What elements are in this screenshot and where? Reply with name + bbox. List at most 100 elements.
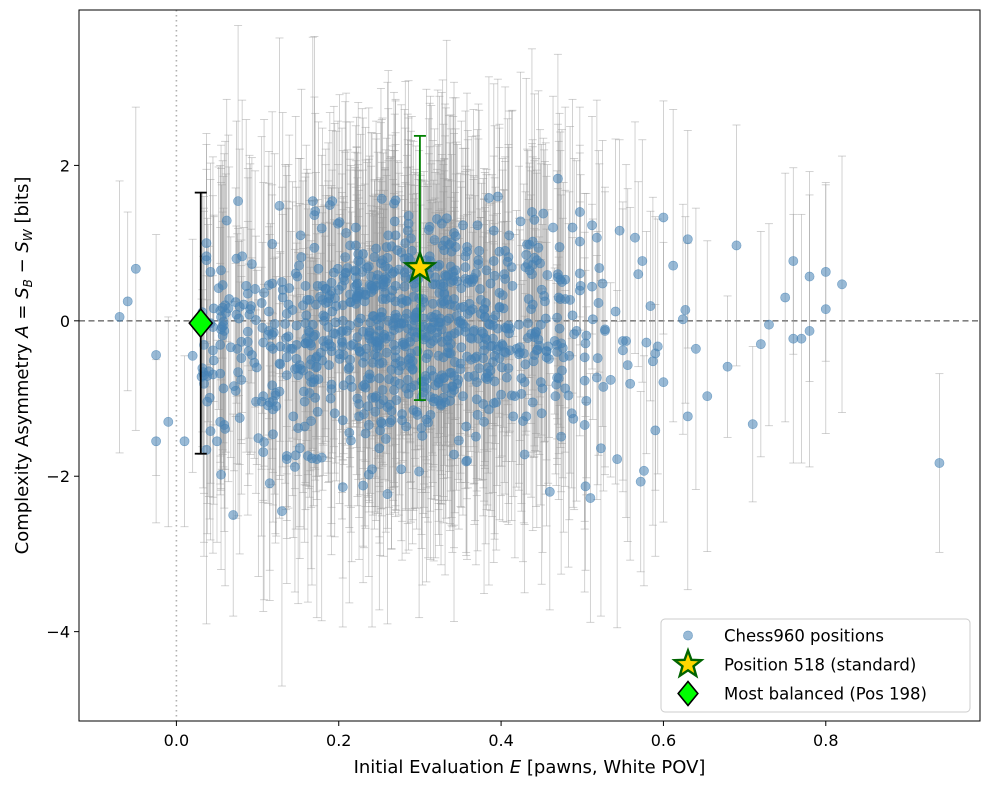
data-point <box>326 384 337 395</box>
data-point <box>274 200 285 211</box>
data-point <box>658 377 669 388</box>
data-point <box>300 280 311 291</box>
data-point <box>567 222 578 233</box>
data-point <box>500 245 511 256</box>
data-point <box>488 357 498 367</box>
data-point <box>515 216 526 227</box>
data-point <box>383 230 394 241</box>
data-point <box>450 231 461 242</box>
data-point <box>223 303 234 314</box>
x-tick-label: 0.0 <box>164 731 189 750</box>
data-point <box>381 347 392 358</box>
data-point <box>581 330 592 341</box>
data-point <box>489 376 500 387</box>
data-point <box>531 255 542 266</box>
x-axis-title: Initial Evaluation E [pawns, White POV] <box>354 757 706 778</box>
data-point <box>345 374 356 385</box>
data-point <box>204 392 215 403</box>
data-point <box>263 400 274 411</box>
data-point <box>497 290 508 301</box>
data-point <box>246 350 257 360</box>
data-point <box>358 480 368 491</box>
data-point <box>208 303 219 314</box>
data-point <box>324 360 334 371</box>
data-point <box>380 434 391 444</box>
data-point <box>501 347 511 358</box>
data-point <box>526 329 537 339</box>
data-point <box>403 388 414 399</box>
data-point <box>481 265 492 276</box>
highlight-marks <box>188 134 438 455</box>
data-point <box>234 413 245 423</box>
data-point <box>796 333 807 344</box>
data-point <box>610 306 621 317</box>
data-point <box>574 236 585 247</box>
legend-label: Chess960 positions <box>724 627 884 646</box>
data-point <box>242 336 253 347</box>
data-point <box>264 306 274 317</box>
data-point <box>387 285 398 296</box>
x-axis: 0.0 0.2 0.4 0.6 0.8 <box>164 721 839 750</box>
legend-marker-diamond <box>677 680 699 707</box>
data-point <box>258 337 269 348</box>
data-point <box>466 354 476 365</box>
data-point <box>804 271 815 282</box>
data-point <box>267 238 278 249</box>
data-point <box>187 350 198 361</box>
data-point <box>433 378 444 388</box>
data-point <box>473 255 484 266</box>
data-point <box>334 217 345 228</box>
data-point <box>384 417 395 428</box>
data-point <box>553 173 563 184</box>
data-point <box>605 374 616 385</box>
data-point <box>228 510 239 520</box>
data-point <box>389 340 399 350</box>
data-point <box>312 406 323 417</box>
data-point <box>522 318 533 329</box>
data-point <box>614 225 625 236</box>
data-point <box>472 409 483 420</box>
data-point <box>402 296 412 307</box>
data-point <box>371 273 382 284</box>
data-point <box>400 272 411 283</box>
data-point <box>333 284 344 295</box>
data-point <box>179 436 190 447</box>
data-point <box>401 421 412 432</box>
data-point <box>212 436 222 447</box>
data-point <box>323 297 334 308</box>
data-point <box>220 423 231 434</box>
data-point <box>216 469 226 480</box>
data-point <box>280 319 291 329</box>
data-point <box>397 409 407 419</box>
data-point <box>281 333 291 343</box>
data-point <box>445 261 456 272</box>
data-point <box>374 340 385 351</box>
data-point <box>460 262 471 273</box>
data-point <box>397 340 408 350</box>
data-point <box>472 220 483 231</box>
data-point <box>587 314 598 325</box>
data-point <box>382 489 393 500</box>
data-point <box>424 251 435 262</box>
data-point <box>820 266 831 277</box>
data-point <box>637 256 648 266</box>
data-point <box>360 428 371 439</box>
data-point <box>780 292 791 303</box>
data-point <box>303 336 313 347</box>
data-point <box>612 454 623 465</box>
data-point <box>489 270 500 281</box>
data-point <box>299 396 310 407</box>
legend-marker-star <box>671 647 705 679</box>
data-point <box>524 239 535 250</box>
legend-entry: Most balanced (Pos 198) <box>677 680 927 707</box>
data-point <box>271 401 282 412</box>
data-point <box>303 326 314 336</box>
data-point <box>199 340 209 350</box>
data-point <box>251 315 261 325</box>
data-point <box>259 437 269 447</box>
data-point <box>449 371 459 381</box>
data-point <box>386 406 397 416</box>
data-point <box>340 252 351 263</box>
data-point <box>114 312 125 322</box>
data-point <box>293 423 304 433</box>
